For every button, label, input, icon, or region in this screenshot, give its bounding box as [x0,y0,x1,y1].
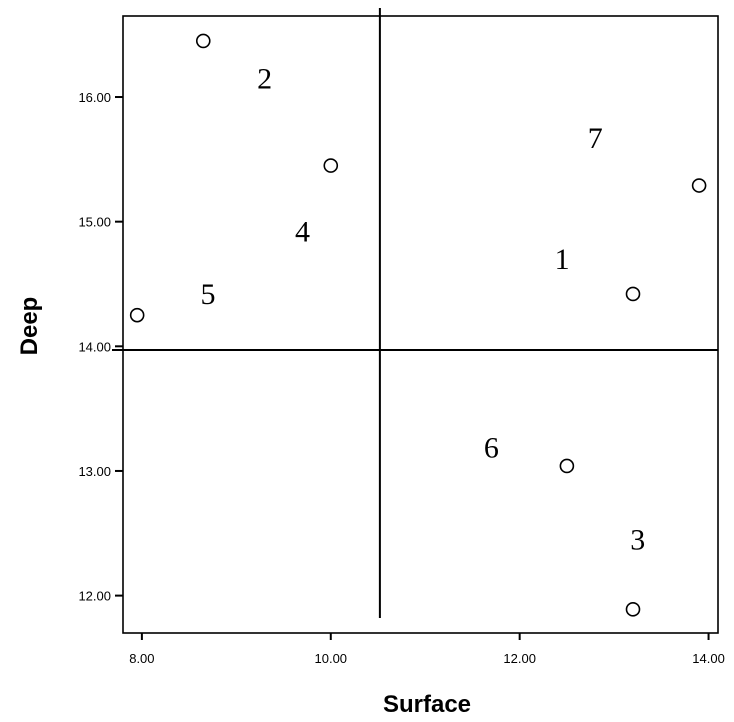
y-tick-label: 16.00 [78,90,111,105]
data-points [129,33,707,617]
reference-lines [112,8,718,618]
y-axis-title: Deep [16,297,43,356]
y-tick-label: 12.00 [78,589,111,604]
point-label: 5 [201,278,216,311]
scatter-point [691,178,707,193]
x-tick-label: 14.00 [692,651,725,666]
scatter-point [323,158,339,173]
scatter-point [129,307,145,323]
point-label: 3 [630,524,645,557]
x-axis-title: Surface [383,691,471,718]
scatter-point [559,458,575,474]
x-tick-label: 12.00 [503,651,536,666]
point-label: 7 [588,122,603,155]
point-label: 2 [257,62,272,95]
point-label: 6 [484,431,499,464]
y-axis: 12.00 13.00 14.00 15.00 16.00 [78,90,123,604]
point-label: 4 [295,216,310,249]
scatter-point [195,33,211,49]
x-tick-label: 8.00 [129,651,154,666]
y-tick-label: 15.00 [78,215,111,230]
plot-frame [122,15,719,634]
x-axis: 8.00 10.00 12.00 14.00 [129,633,725,666]
scatter-point [625,286,641,302]
point-labels: 1 2 3 4 5 6 7 [201,62,646,556]
x-tick-label: 10.00 [315,651,348,666]
y-tick-label: 14.00 [78,339,111,354]
y-tick-label: 13.00 [78,464,111,479]
point-label: 1 [555,243,570,276]
scatter-point [625,602,641,617]
